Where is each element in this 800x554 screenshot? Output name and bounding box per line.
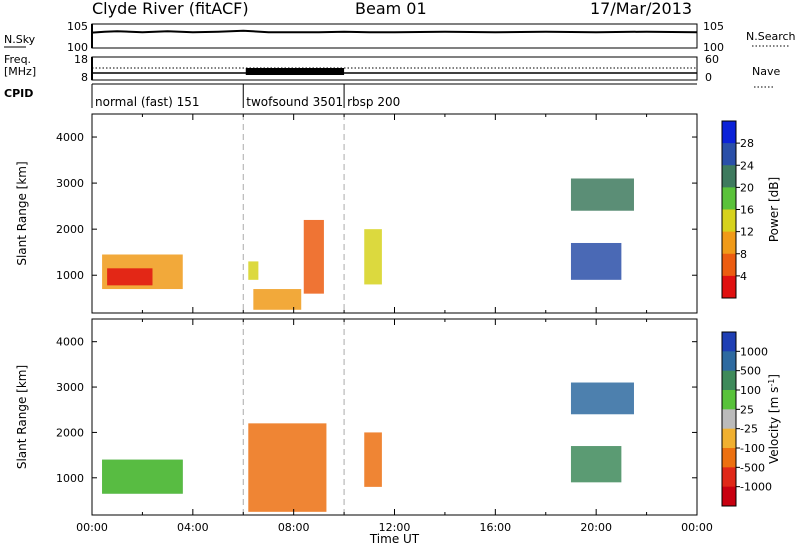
power-scatter-region: [248, 261, 259, 280]
sky-noise-line: [91, 29, 698, 34]
power-colorbar-label: 8: [740, 248, 747, 261]
velocity-ylabel: Slant Range [km]: [15, 365, 29, 469]
velocity-colorbar-segment: [722, 467, 736, 488]
velocity-colorbar-label: 1000: [740, 345, 768, 358]
velocity-scatter-region: [248, 423, 327, 512]
frequency-panel: Freq.[MHz] 18 8 60 0 Nave: [4, 53, 780, 88]
beam-label: Beam 01: [355, 0, 427, 18]
velocity-colorbar-label: -100: [740, 442, 765, 455]
velocity-xlabel: Time UT: [369, 532, 420, 546]
power-colorbar-label: 24: [740, 159, 754, 172]
noise-frame: [91, 23, 698, 49]
velocity-colorbar-label: 500: [740, 365, 761, 378]
noise-right-tick: 100: [703, 41, 724, 54]
twofsound-frequency-block: [245, 68, 345, 75]
velocity-ytick-label: 3000: [56, 381, 84, 394]
velocity-xtick-label: 16:00: [479, 521, 511, 534]
nave-label: Nave: [752, 65, 780, 78]
power-ytick-label: 2000: [56, 223, 84, 236]
noise-left-tick: 105: [67, 20, 88, 33]
power-colorbar-segment: [722, 165, 736, 188]
velocity-xtick-label: 08:00: [278, 521, 310, 534]
velocity-xtick-label: 20:00: [580, 521, 612, 534]
noise-panel: N.Sky 105 100 105 100 N.Search: [4, 20, 796, 54]
noise-right-tick: 105: [703, 20, 724, 33]
power-colorbar-segment: [722, 187, 736, 210]
power-colorbar-segment: [722, 209, 736, 233]
nave-tick: 0: [705, 71, 712, 84]
velocity-xtick-label: 00:00: [681, 521, 713, 534]
cpid-mode-label: twofsound 3501: [246, 95, 343, 109]
power-scatter-region: [570, 242, 622, 280]
nave-tick: 60: [705, 53, 719, 66]
frequency-tick: 18: [74, 53, 88, 66]
velocity-ytick-label: 4000: [56, 336, 84, 349]
power-colorbar-segment: [722, 275, 736, 299]
frequency-tick: 8: [81, 71, 88, 84]
velocity-colorbar-segment: [722, 370, 736, 391]
power-scatter-region: [253, 289, 302, 310]
power-scatter-region: [570, 178, 634, 211]
noise-right-label: N.Search: [746, 30, 796, 43]
power-colorbar-label: 12: [740, 226, 754, 239]
station-title: Clyde River (fitACF): [92, 0, 249, 18]
velocity-scatter-region: [570, 382, 634, 415]
velocity-colorbar-title: Velocity [m s-1]: [767, 374, 782, 464]
velocity-colorbar-segment: [722, 351, 736, 372]
power-ytick-label: 1000: [56, 269, 84, 282]
velocity-colorbar-segment: [722, 332, 736, 352]
velocity-xtick-label: 12:00: [379, 521, 411, 534]
power-panel: 1000 2000 3000 4000 Slant Range [km] 4 8 12 16 20…: [15, 113, 781, 314]
power-ylabel: Slant Range [km]: [15, 161, 29, 265]
noise-left-label: N.Sky: [4, 33, 36, 46]
power-ytick-label: 4000: [56, 131, 84, 144]
velocity-colorbar-label: 25: [740, 403, 754, 416]
velocity-colorbar-label: -1000: [740, 481, 772, 494]
cpid-panel: CPID normal (fast) 151 twofsound 3501 rbsp …: [4, 83, 697, 109]
frequency-unit: [MHz]: [4, 65, 36, 78]
cpid-mode-label: normal (fast) 151: [95, 95, 199, 109]
power-colorbar-segment: [722, 143, 736, 166]
velocity-scatter-region: [570, 446, 622, 483]
date-label: 17/Mar/2013: [590, 0, 693, 18]
velocity-colorbar-label: -25: [740, 423, 758, 436]
cpid-mode-label: rbsp 200: [347, 95, 400, 109]
power-colorbar-segment: [722, 231, 736, 255]
power-colorbar-label: 20: [740, 181, 754, 194]
power-scatter-region: [303, 219, 324, 294]
velocity-colorbar-segment: [722, 428, 736, 449]
velocity-colorbar-label: -500: [740, 461, 765, 474]
velocity-xtick-label: 00:00: [76, 521, 108, 534]
velocity-panel: 1000 2000 3000 4000 Slant Range [km] 1000 500 1…: [15, 318, 782, 546]
cpid-label: CPID: [4, 87, 33, 100]
velocity-scatter-region: [364, 432, 382, 487]
power-colorbar-label: 4: [740, 270, 747, 283]
power-colorbar-label: 16: [740, 204, 754, 217]
noise-left-tick: 100: [67, 41, 88, 54]
velocity-xtick-label: 04:00: [177, 521, 209, 534]
velocity-ytick-label: 1000: [56, 472, 84, 485]
power-scatter-region: [107, 268, 153, 286]
velocity-scatter-region: [102, 459, 183, 494]
power-colorbar-segment: [722, 121, 736, 144]
power-scatter-region: [364, 229, 382, 285]
power-colorbar-title: Power [dB]: [767, 177, 781, 242]
velocity-colorbar-frame: [721, 331, 737, 507]
velocity-colorbar-segment: [722, 390, 736, 410]
velocity-ytick-label: 2000: [56, 426, 84, 439]
power-colorbar-label: 28: [740, 137, 754, 150]
power-ytick-label: 3000: [56, 177, 84, 190]
velocity-colorbar-segment: [722, 448, 736, 468]
power-colorbar-segment: [722, 253, 736, 277]
velocity-colorbar-segment: [722, 486, 736, 507]
velocity-colorbar-label: 100: [740, 384, 761, 397]
velocity-colorbar-segment: [722, 409, 736, 430]
frequency-label: Freq.: [4, 53, 31, 66]
